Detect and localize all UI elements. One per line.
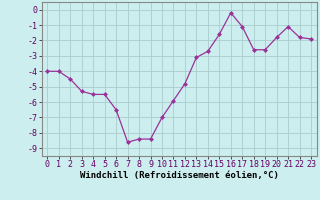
X-axis label: Windchill (Refroidissement éolien,°C): Windchill (Refroidissement éolien,°C): [80, 171, 279, 180]
